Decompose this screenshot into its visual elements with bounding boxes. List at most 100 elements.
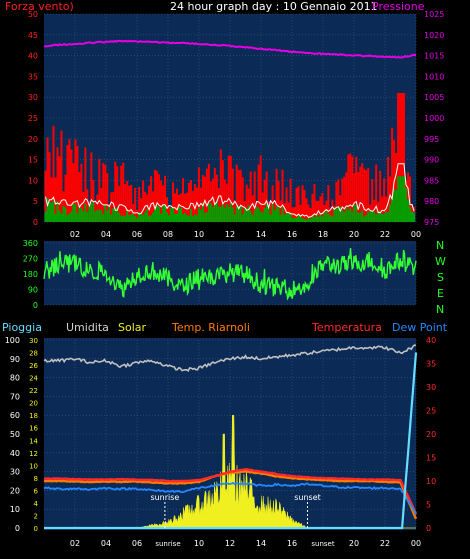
pressure-ytick-label: 980	[424, 197, 439, 206]
solar-ytick-label: 20	[29, 400, 38, 408]
temperature-ytick-label: 0	[426, 524, 431, 533]
wind-ytick-label: 0	[33, 218, 38, 227]
legend-umidita: Umidita	[66, 321, 109, 334]
temp-xtick-label: 14	[256, 539, 266, 548]
humidity-ytick-label: 60	[10, 411, 20, 420]
pressure-ytick-label: 990	[424, 156, 439, 165]
direction-ytick-label: 0	[33, 301, 38, 310]
legend-pioggia: Pioggia	[2, 321, 42, 334]
solar-ytick-label: 0	[34, 525, 38, 533]
direction-ytick-label: 90	[28, 286, 38, 295]
wind-xtick-label: 04	[101, 230, 111, 239]
humidity-ytick-label: 30	[10, 468, 20, 477]
wind-ytick-label: 15	[28, 156, 38, 165]
temperature-ytick-label: 20	[426, 430, 436, 439]
wind-ytick-label: 5	[33, 197, 38, 206]
temperature-ytick-label: 5	[426, 501, 431, 510]
humidity-ytick-label: 0	[15, 524, 20, 533]
solar-ytick-label: 2	[34, 512, 38, 520]
wind-xtick-label: 20	[349, 230, 359, 239]
temp-xtick-label: sunset	[311, 540, 334, 548]
temp-xtick-label: 16	[287, 539, 297, 548]
temp-xtick-label: 04	[101, 539, 111, 548]
solar-ytick-label: 8	[34, 475, 38, 483]
temp-xtick-label: 20	[349, 539, 359, 548]
wind-ytick-label: 35	[28, 72, 38, 81]
temperature-series: sunrise sunset	[43, 344, 418, 530]
wind-xtick-label: 06	[132, 230, 142, 239]
wind-ytick-label: 20	[28, 135, 38, 144]
solar-ytick-label: 10	[29, 462, 38, 470]
pressure-ytick-label: 985	[424, 176, 439, 185]
legend-dewpoint: Dew Point	[392, 321, 448, 334]
solar-ytick-label: 18	[29, 412, 38, 420]
direction-series	[43, 248, 417, 301]
humidity-ytick-label: 90	[10, 355, 20, 364]
wind-direction-line	[43, 248, 417, 301]
humidity-line	[43, 344, 417, 372]
pressure-ytick-label: 1010	[424, 72, 444, 81]
solar-ytick-label: 4	[34, 500, 39, 508]
pressure-ytick-label: 1005	[424, 93, 444, 102]
temperature-ytick-label: 40	[426, 336, 436, 345]
wind-xtick-label: 14	[256, 230, 266, 239]
humidity-ytick-label: 10	[10, 505, 20, 514]
humidity-ytick-label: 50	[10, 430, 20, 439]
wind-xtick-label: 10	[194, 230, 204, 239]
solar-ytick-label: 12	[29, 450, 38, 458]
pressure-ytick-label: 1025	[424, 10, 444, 19]
compass-e: E	[437, 287, 444, 300]
wind-xtick-label: 02	[70, 230, 80, 239]
temperature-ytick-label: 30	[426, 383, 436, 392]
dewpoint-line	[43, 481, 417, 515]
wind-ytick-label: 25	[28, 114, 38, 123]
wind-ytick-label: 10	[28, 176, 38, 185]
sunrise-marker-label: sunrise	[150, 493, 179, 502]
chart-title: 24 hour graph day : 10 Gennaio 2011	[170, 0, 378, 13]
pressure-ytick-label: 1000	[424, 114, 444, 123]
temperature-ytick-label: 15	[426, 454, 436, 463]
humidity-ytick-label: 20	[10, 486, 20, 495]
pressure-ytick-label: 1015	[424, 52, 444, 61]
solar-ytick-label: 22	[29, 387, 38, 395]
rain-line	[44, 352, 418, 530]
temp-xtick-label: 10	[194, 539, 204, 548]
humidity-ytick-label: 80	[10, 374, 20, 383]
pressure-ytick-label: 995	[424, 135, 439, 144]
temperature-ytick-label: 25	[426, 407, 436, 416]
direction-ytick-label: 360	[23, 239, 38, 248]
legend-riarnoli: Temp. Riarnoli	[171, 321, 250, 334]
legend-solar: Solar	[118, 321, 147, 334]
wind-average-line	[45, 163, 415, 218]
temp-xtick-label: 22	[380, 539, 390, 548]
wind-ytick-label: 30	[28, 93, 38, 102]
solar-ytick-label: 26	[29, 362, 38, 370]
wind-ytick-label: 40	[28, 52, 38, 61]
compass-n-top: N	[436, 239, 444, 252]
solar-ytick-label: 24	[29, 375, 38, 383]
temp-xtick-label: 06	[132, 539, 142, 548]
wind-ytick-label: 45	[28, 31, 38, 40]
humidity-ytick-label: 40	[10, 449, 20, 458]
wind-series	[43, 39, 416, 222]
humidity-ytick-label: 70	[10, 392, 20, 401]
wind-xtick-label: 08	[163, 230, 173, 239]
compass-n-bottom: N	[436, 303, 444, 316]
pressure-line	[43, 39, 416, 59]
humidity-ytick-label: 100	[5, 336, 20, 345]
compass-w: W	[435, 255, 446, 268]
pressure-axis-title: Pressione	[372, 0, 425, 13]
solar-ytick-label: 30	[29, 337, 38, 345]
direction-ytick-label: 270	[23, 255, 38, 264]
solar-ytick-label: 6	[34, 487, 39, 495]
wind-ytick-label: 50	[28, 10, 38, 19]
solar-ytick-label: 28	[29, 350, 38, 358]
temperature-line	[43, 468, 418, 515]
wind-axis-title: Forza vento)	[5, 0, 74, 13]
wind-xtick-label: 22	[380, 230, 390, 239]
temperature-ytick-label: 35	[426, 360, 436, 369]
temperature-ytick-label: 10	[426, 477, 436, 486]
